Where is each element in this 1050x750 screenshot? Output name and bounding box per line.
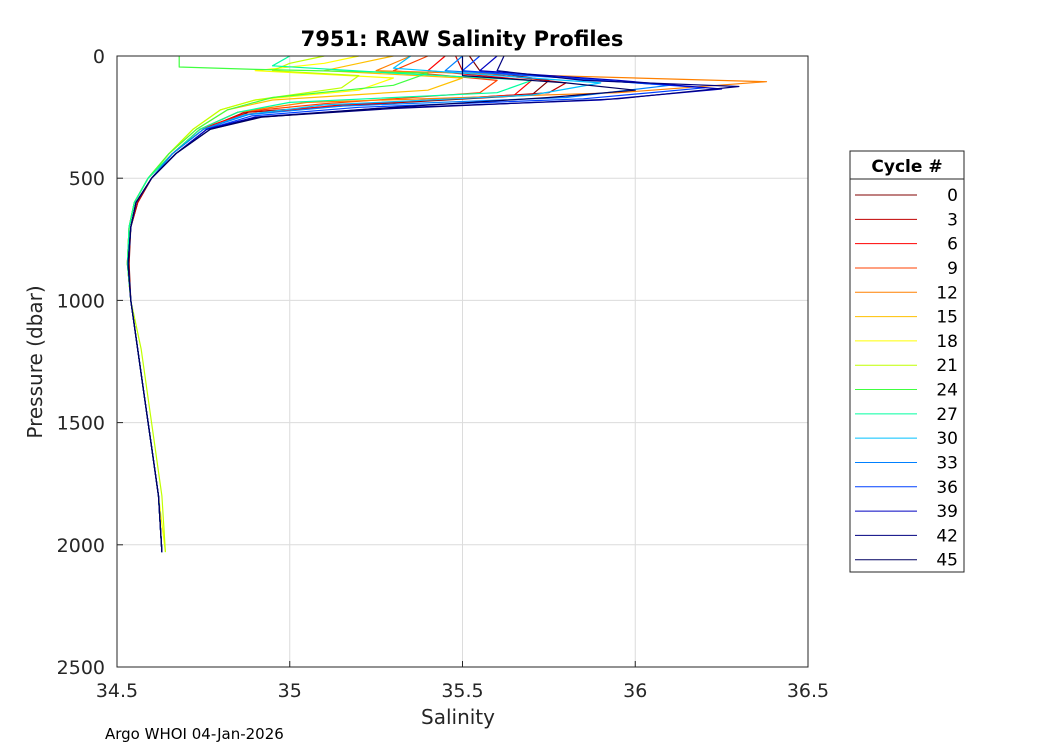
legend-label-cycle-0: 0	[947, 186, 958, 206]
legend-label-cycle-18: 18	[936, 332, 958, 352]
y-tick-label: 1000	[57, 290, 105, 312]
y-tick-label: 2500	[57, 657, 105, 679]
legend-label-cycle-6: 6	[947, 235, 958, 255]
legend-label-cycle-36: 36	[936, 478, 958, 498]
y-tick-label: 500	[69, 168, 105, 190]
legend-label-cycle-45: 45	[936, 551, 958, 571]
legend-label-cycle-42: 42	[936, 526, 958, 546]
legend-label-cycle-24: 24	[936, 381, 958, 401]
footer-credit: Argo WHOI 04-Jan-2026	[105, 725, 284, 743]
legend-box	[849, 150, 965, 573]
series-line-cycle-45	[127, 56, 636, 553]
legend-label-cycle-21: 21	[936, 356, 958, 376]
y-axis-ticks: 0 500 1000 1500 2000 2500	[57, 46, 123, 679]
legend-label-cycle-9: 9	[947, 259, 958, 279]
x-axis-label: Salinity	[421, 705, 495, 729]
x-tick-label: 34.5	[96, 680, 138, 702]
x-tick-label: 36.5	[787, 680, 829, 702]
legend-title: Cycle #	[871, 157, 942, 177]
legend-label-cycle-30: 30	[936, 429, 958, 449]
chart-title: 7951: RAW Salinity Profiles	[301, 27, 624, 51]
x-tick-label: 35	[278, 680, 302, 702]
y-tick-label: 0	[93, 46, 105, 68]
legend-label-cycle-3: 3	[947, 210, 958, 230]
series-lines	[126, 55, 768, 553]
legend-label-cycle-12: 12	[936, 283, 958, 303]
x-tick-label: 35.5	[441, 680, 483, 702]
x-tick-label: 36	[623, 680, 647, 702]
legend-label-cycle-15: 15	[936, 308, 958, 328]
legend-label-cycle-27: 27	[936, 405, 958, 425]
legend-label-cycle-39: 39	[936, 502, 958, 522]
y-tick-label: 2000	[57, 535, 105, 557]
x-axis-ticks: 34.5 35 35.5 36 36.5	[96, 661, 829, 702]
y-axis-label: Pressure (dbar)	[23, 285, 47, 438]
y-tick-label: 1500	[57, 413, 105, 435]
legend-label-cycle-33: 33	[936, 453, 958, 473]
